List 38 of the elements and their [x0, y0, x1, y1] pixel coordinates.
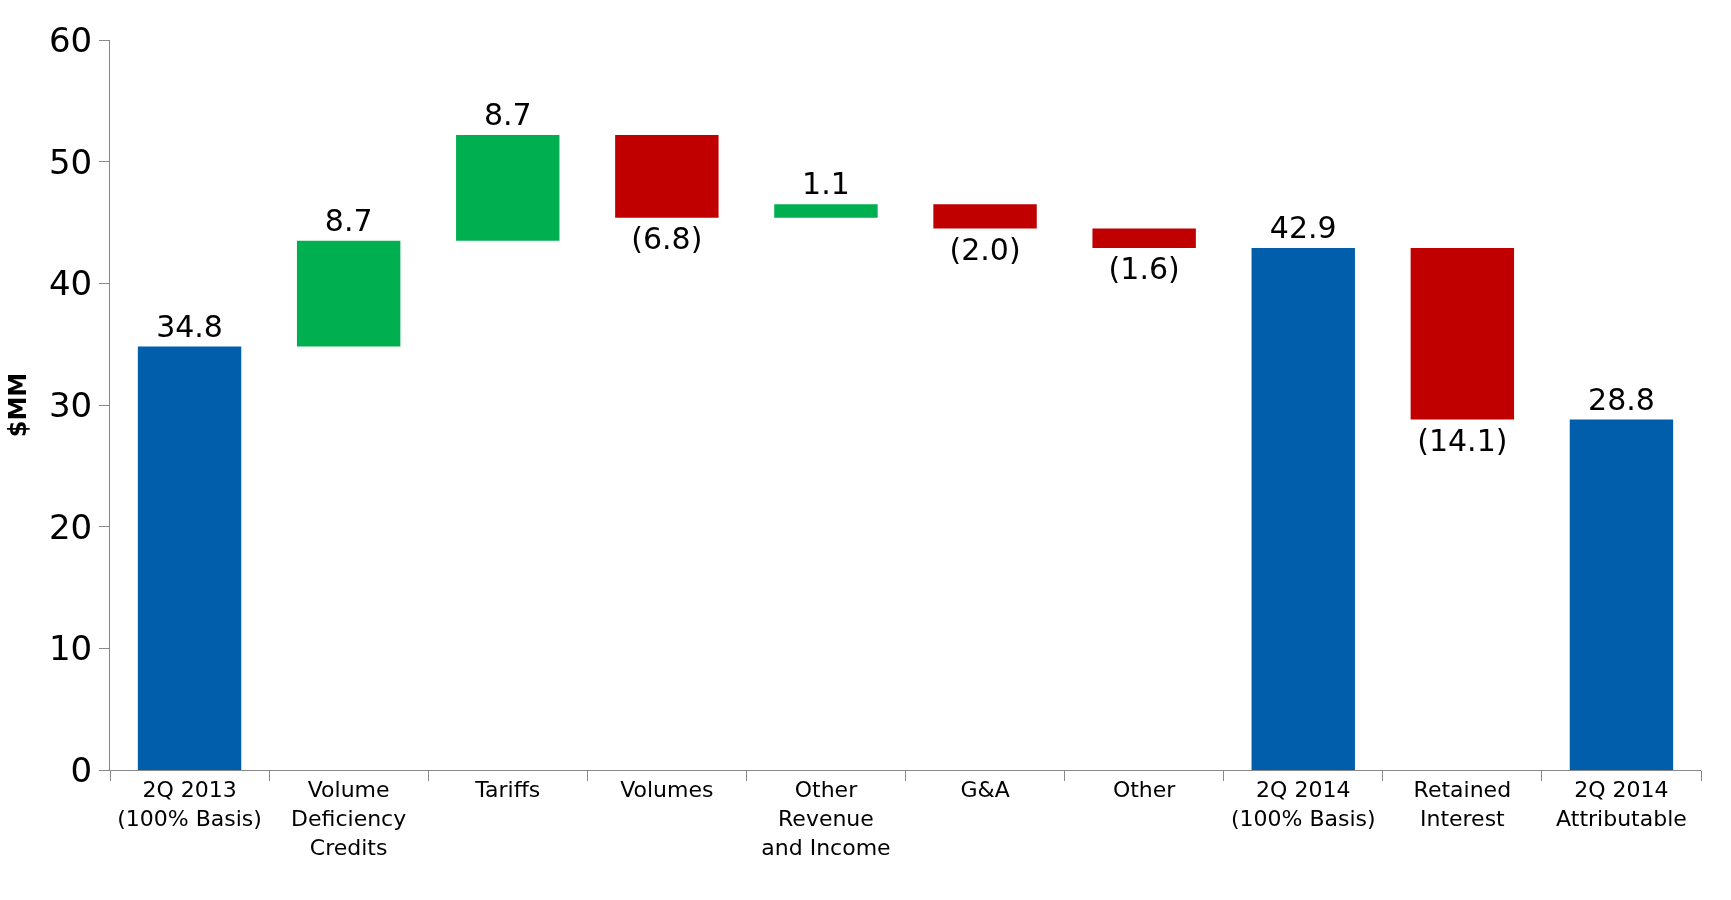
x-tick-label: Volumes [620, 777, 714, 803]
x-tick-label: Other [1112, 777, 1177, 803]
y-tick-label: 10 [48, 628, 93, 669]
y-axis-title: $MM [4, 372, 33, 438]
bar [296, 240, 401, 347]
y-tick-label: 50 [48, 141, 93, 182]
y-tick-label: 30 [48, 384, 93, 425]
data-label: 1.1 [802, 166, 850, 202]
x-tick-label: 2Q 2014 (100% Basis) [1230, 777, 1376, 831]
y-tick-label: 0 [70, 749, 93, 790]
bar [1092, 228, 1196, 249]
data-label: (1.6) [1108, 251, 1180, 287]
y-tick-label: 20 [48, 506, 93, 547]
data-label: 42.9 [1269, 210, 1337, 246]
x-tick-label: 2Q 2013 (100% Basis) [117, 777, 262, 831]
data-label: (2.0) [949, 231, 1021, 267]
bar [1569, 419, 1674, 770]
data-label: 8.7 [324, 202, 373, 238]
bar [774, 204, 878, 218]
x-tick-label: Volume Deficiency Credits [291, 777, 407, 860]
bar [933, 204, 1037, 229]
bar [1251, 248, 1355, 770]
bar [137, 346, 242, 770]
data-label: 8.7 [483, 96, 532, 132]
data-label: 34.8 [156, 308, 223, 344]
x-tick-label: G&A [960, 777, 1010, 803]
data-label: (14.1) [1417, 422, 1508, 458]
x-tick-label: 2Q 2014 Attributable [1556, 777, 1687, 831]
x-tick-label: Tariffs [474, 777, 541, 803]
bar [615, 134, 719, 218]
bar [1410, 248, 1515, 420]
y-tick-label: 60 [48, 19, 93, 60]
bar [456, 134, 560, 241]
data-label: (6.8) [631, 220, 703, 256]
data-label: 28.8 [1588, 381, 1655, 417]
x-tick-label: Retained Interest [1413, 777, 1512, 831]
x-tick-label: Other Revenue and Income [761, 777, 891, 860]
y-tick-label: 40 [48, 263, 93, 304]
